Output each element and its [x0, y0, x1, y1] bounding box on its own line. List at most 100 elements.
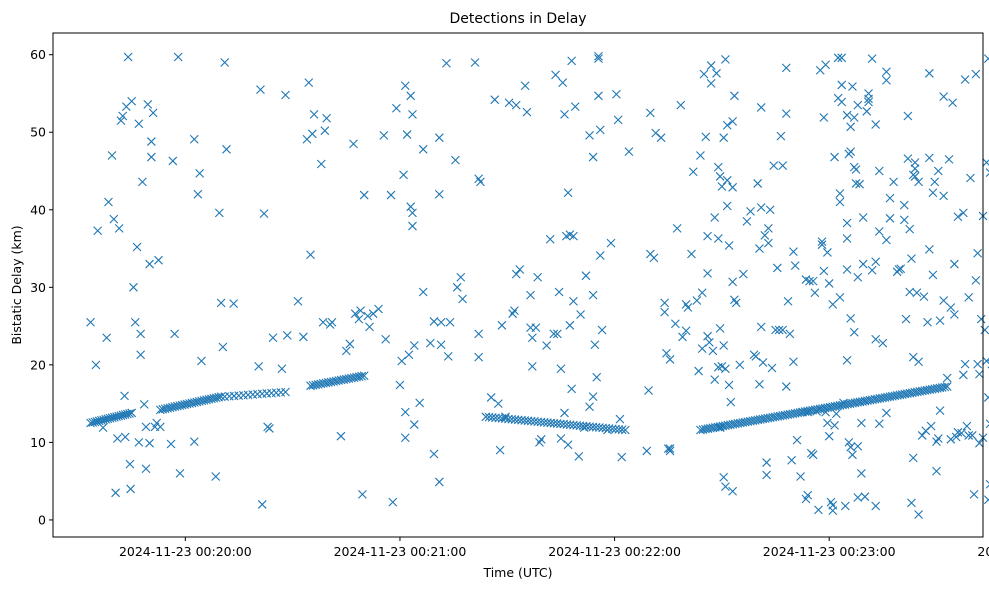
- data-point: [107, 151, 117, 160]
- data-point: [949, 310, 959, 319]
- data-point: [846, 442, 856, 452]
- data-point: [189, 134, 199, 144]
- data-point: [940, 382, 950, 392]
- data-point: [722, 201, 732, 211]
- data-point: [293, 296, 303, 306]
- data-point: [594, 51, 603, 61]
- y-tick-label: 0: [38, 512, 46, 527]
- data-point: [154, 255, 163, 265]
- data-point: [304, 78, 314, 88]
- data-point: [579, 423, 589, 433]
- data-point: [966, 173, 975, 183]
- data-point: [386, 190, 396, 200]
- data-point: [833, 53, 843, 63]
- data-point: [354, 314, 364, 324]
- data-point: [830, 420, 839, 430]
- data-point: [588, 290, 598, 300]
- y-axis-label: Bistatic Delay (km): [9, 225, 24, 344]
- data-point: [359, 190, 369, 200]
- data-point: [595, 251, 605, 260]
- data-point: [434, 133, 444, 143]
- data-point: [842, 355, 852, 365]
- data-point: [527, 362, 537, 371]
- data-point: [400, 433, 410, 443]
- data-point: [341, 346, 351, 356]
- data-point: [982, 356, 989, 366]
- data-point: [409, 341, 419, 350]
- data-point: [603, 425, 612, 435]
- data-point: [948, 98, 957, 108]
- scatter-points: [86, 51, 989, 519]
- data-point: [406, 202, 416, 212]
- data-point: [173, 52, 183, 62]
- data-point: [926, 421, 936, 431]
- data-point: [982, 158, 989, 167]
- data-point: [222, 144, 231, 154]
- data-point: [434, 477, 444, 487]
- data-point: [581, 271, 591, 281]
- data-point: [983, 393, 989, 402]
- data-point: [796, 472, 805, 481]
- data-point: [805, 276, 814, 286]
- data-point: [552, 329, 562, 339]
- data-point: [846, 122, 856, 132]
- data-point: [914, 357, 924, 367]
- data-point: [195, 168, 205, 178]
- data-point: [860, 492, 870, 502]
- data-point: [556, 364, 566, 374]
- y-tick-label: 60: [30, 47, 46, 62]
- data-point: [645, 108, 655, 118]
- data-point: [735, 360, 745, 370]
- data-point: [379, 130, 389, 140]
- data-point: [935, 316, 945, 326]
- data-point: [687, 249, 696, 259]
- data-point: [259, 209, 269, 219]
- data-point: [715, 423, 725, 433]
- data-point: [823, 248, 832, 257]
- data-point: [170, 329, 180, 339]
- data-point: [958, 370, 968, 380]
- data-point: [776, 131, 786, 141]
- data-point: [595, 125, 605, 135]
- data-point: [141, 464, 151, 474]
- data-point: [551, 70, 560, 80]
- data-point: [930, 177, 940, 187]
- data-point: [670, 319, 680, 329]
- data-point: [662, 348, 671, 358]
- data-point: [882, 75, 891, 85]
- data-point: [408, 110, 417, 119]
- data-point: [939, 191, 949, 201]
- data-point: [789, 357, 798, 367]
- data-point: [681, 326, 691, 336]
- data-point: [701, 132, 711, 142]
- data-point: [756, 322, 766, 332]
- data-point: [504, 98, 514, 108]
- data-point: [969, 489, 979, 499]
- data-point: [742, 217, 752, 226]
- data-point: [874, 227, 884, 236]
- data-point: [493, 399, 503, 409]
- data-point: [835, 197, 845, 207]
- data-point: [721, 54, 730, 64]
- data-point: [837, 80, 847, 90]
- data-point: [856, 469, 866, 478]
- data-point: [849, 327, 859, 337]
- x-tick-label: 2024-11-23 00:22:00: [548, 544, 681, 559]
- data-point: [542, 341, 552, 350]
- data-point: [281, 387, 290, 397]
- data-point: [763, 238, 773, 248]
- data-point: [874, 419, 884, 429]
- data-point: [957, 428, 966, 438]
- data-point: [771, 325, 780, 335]
- x-axis-label: Time (UTC): [482, 565, 552, 580]
- data-point: [560, 110, 569, 119]
- data-point: [613, 115, 623, 125]
- data-point: [848, 450, 857, 460]
- data-point: [265, 424, 274, 433]
- data-point: [910, 172, 920, 181]
- data-point: [574, 451, 584, 461]
- data-point: [839, 398, 848, 408]
- data-point: [858, 259, 868, 269]
- y-axis-ticks: 0 10 20 30 40 50 60: [30, 47, 53, 527]
- data-point: [359, 371, 369, 381]
